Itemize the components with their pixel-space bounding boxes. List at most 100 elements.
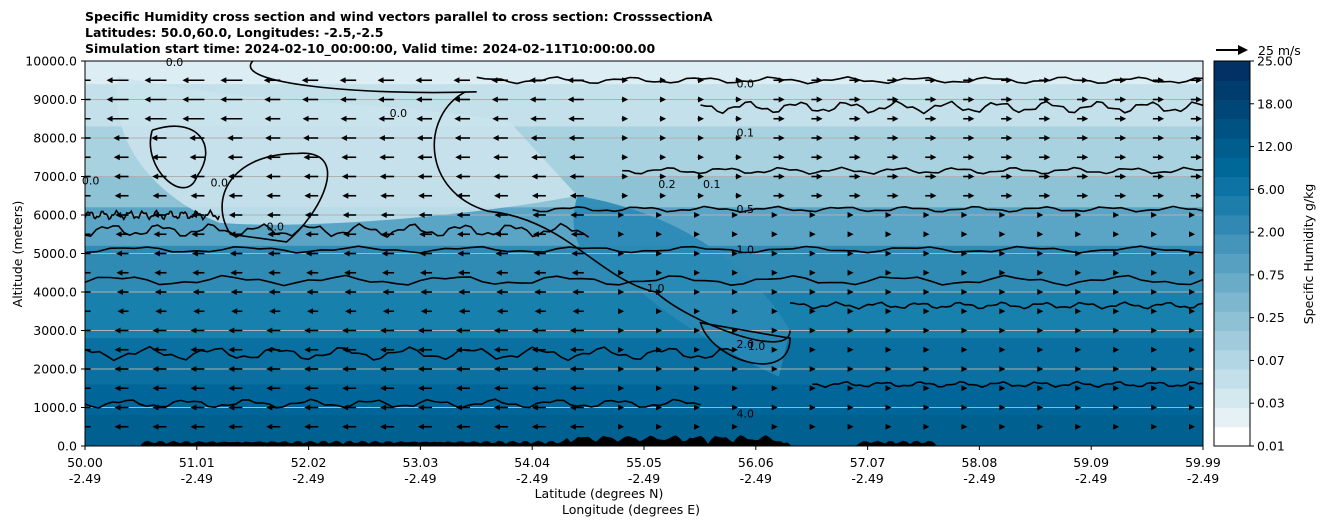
wind-vector-head (491, 77, 498, 84)
wind-vector-head (618, 327, 625, 334)
wind-vector-head (457, 231, 464, 238)
wind-vector-head (266, 366, 273, 372)
wind-vector-head (190, 346, 197, 353)
wind-vector-head (77, 385, 83, 391)
colorbar-tick-label: 18.00 (1257, 96, 1293, 111)
x-axis-label-latitude: Latitude (degrees N) (535, 486, 664, 501)
wind-vector-head (496, 308, 503, 315)
wind-vector-head (494, 192, 501, 199)
wind-vector-head (999, 231, 1006, 238)
wind-vector-head (69, 116, 75, 122)
wind-vector-head (192, 269, 199, 276)
wind-vector-head (419, 250, 426, 257)
wind-vector-head (892, 173, 899, 180)
wind-vector-head (115, 212, 122, 218)
wind-vector-head (660, 154, 667, 161)
wind-vector-head (1075, 327, 1082, 334)
x-tick-label-lon: -2.49 (404, 471, 436, 486)
wind-vector-head (656, 250, 663, 257)
wind-vector-head (930, 192, 937, 199)
wind-vector-head (660, 96, 667, 103)
wind-vector-head (1075, 423, 1082, 430)
contour-label: 1.0 (748, 340, 766, 353)
y-tick-label: 0.0 (57, 439, 77, 454)
y-axis: 0.0 1000.0 2000.0 3000.0 4000.0 5000.0 6000.0 7… (25, 54, 85, 454)
wind-vector-head (1082, 192, 1089, 199)
wind-vector-head (455, 173, 462, 180)
wind-vector-head (656, 327, 663, 334)
wind-vector-head (854, 115, 861, 122)
wind-vector-head (304, 423, 311, 430)
contour-line (699, 321, 791, 365)
contour-label: 0.0 (390, 107, 408, 120)
contour-labels: 0.00.00.00.00.00.00.10.10.20.51.01.01.02… (82, 56, 766, 421)
wind-vector-head (809, 289, 816, 295)
wind-vector-head (572, 289, 579, 295)
wind-vector-head (771, 366, 778, 372)
wind-vector-head (1082, 96, 1089, 103)
wind-vector-head (816, 154, 823, 161)
contour-label: 0.5 (737, 203, 755, 216)
wind-vector-head (885, 327, 892, 334)
wind-vector-head (191, 231, 198, 238)
wind-vector-head (892, 115, 899, 122)
wind-vector-head (416, 115, 423, 122)
wind-vector-head (1189, 423, 1196, 430)
contour-label: 2.0 (737, 338, 755, 351)
wind-vector-head (418, 327, 425, 334)
wind-vector-head (532, 192, 539, 199)
wind-vector-head (923, 346, 930, 353)
wind-vector-head (1037, 308, 1044, 315)
wind-vector-head (771, 231, 778, 238)
wind-vector-head (618, 404, 625, 411)
chart-title-line-1: Specific Humidity cross section and wind… (85, 9, 713, 24)
wind-vector-head (144, 96, 151, 103)
wind-vector-head (492, 115, 499, 122)
wind-vector-head (231, 308, 238, 315)
y-tick-label: 5000.0 (33, 246, 77, 261)
wind-vector-head (999, 346, 1006, 353)
wind-vector-head (968, 192, 975, 199)
wind-vector-head (816, 115, 823, 122)
wind-vector-head (345, 308, 352, 315)
wind-vector-head (923, 289, 930, 295)
wind-vector-head (529, 77, 536, 84)
wind-vector-head (656, 385, 663, 392)
wind-vector-head (79, 270, 85, 276)
wind-vector-head (228, 212, 235, 218)
wind-vector-head (228, 346, 235, 353)
wind-vector-head (961, 346, 968, 353)
wind-vector-head (1037, 346, 1044, 353)
contour-label: 0.1 (737, 127, 755, 140)
wind-vector-head (698, 96, 705, 103)
wind-vector-head (923, 404, 930, 411)
wind-vector-head (731, 308, 738, 315)
wind-vector-head (456, 192, 463, 199)
wind-vector-head (1006, 77, 1013, 84)
wind-vector-head (885, 269, 892, 276)
wind-vector-head (999, 269, 1006, 276)
wind-vector-head (1113, 346, 1120, 353)
wind-vector-head (114, 385, 121, 392)
wind-vector-head (69, 77, 75, 83)
wind-vector-head (381, 231, 388, 238)
contour-label: 0.0 (211, 176, 229, 189)
wind-vector-head (569, 423, 576, 430)
y-tick-label: 10000.0 (25, 54, 77, 69)
wind-vector-head (306, 289, 313, 295)
wind-vector-head (961, 231, 968, 238)
wind-vector-head (1075, 308, 1082, 315)
wind-vector-head (854, 77, 861, 84)
wind-vector-head (892, 154, 899, 161)
wind-vector-head (419, 231, 426, 238)
wind-vector-head (656, 289, 663, 295)
colorbar-tick-label: 0.03 (1257, 396, 1285, 411)
wind-vector-head (660, 135, 667, 141)
wind-vector-head (1044, 154, 1051, 161)
wind-vector-head (1189, 250, 1196, 257)
wind-vector-head (344, 289, 351, 295)
wind-vector-head (493, 385, 500, 392)
wind-vector-head (809, 269, 816, 276)
wind-vector-head (266, 423, 273, 430)
wind-vector-head (220, 115, 227, 122)
